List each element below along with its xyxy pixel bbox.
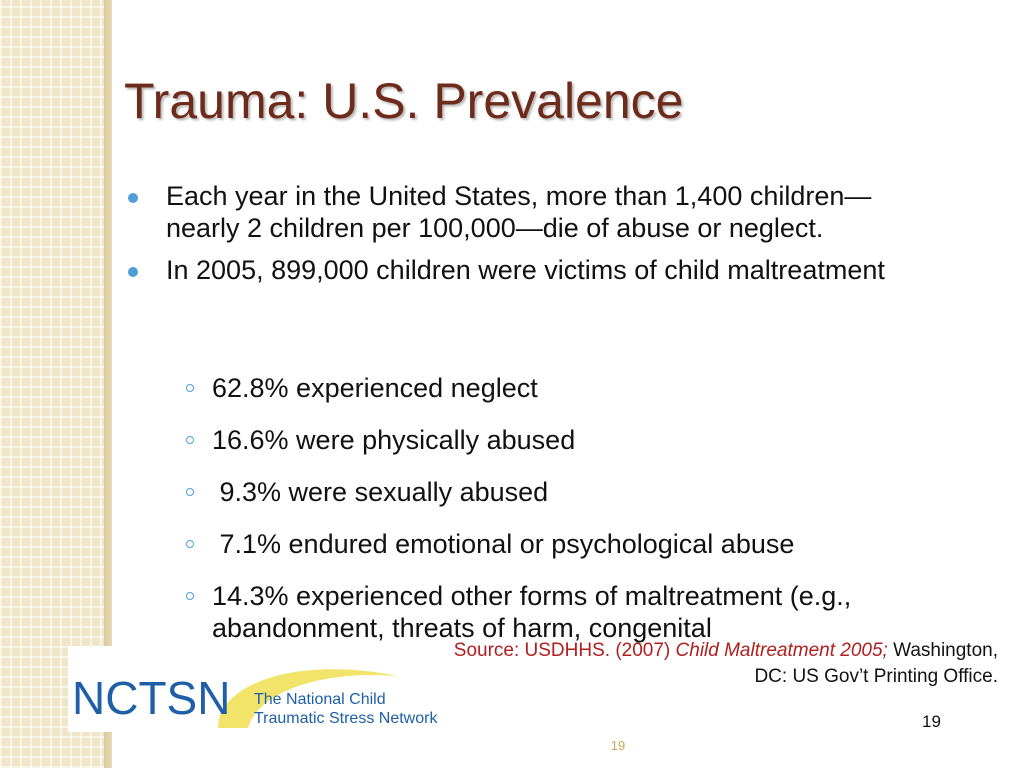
bullet-text: Each year in the United States, more tha… <box>166 181 872 243</box>
logo-acronym: NCTSN <box>72 672 230 724</box>
ring-bullet-icon <box>186 540 194 548</box>
ring-bullet-icon <box>186 592 194 600</box>
bullet-item: In 2005, 899,000 children were victims o… <box>126 254 906 286</box>
sub-bullet-text: 9.3% were sexually abused <box>212 477 549 507</box>
ring-bullet-icon <box>186 436 194 444</box>
decorative-strip-edge <box>104 0 112 768</box>
source-citation: Source: USDHHS. (2007) Child Maltreatmen… <box>438 638 998 690</box>
nctsn-logo: NCTSN The National Child Traumatic Stres… <box>72 669 438 728</box>
sub-bullet-item: 14.3% experienced other forms of maltrea… <box>184 580 974 644</box>
logo-line2: Traumatic Stress Network <box>254 710 438 727</box>
source-suffix: Washington, DC: US Gov’t Printing Office… <box>754 640 998 687</box>
sub-bullet-text: 7.1% endured emotional or psychological … <box>212 529 795 559</box>
sub-bullet-list: 62.8% experienced neglect 16.6% were phy… <box>184 372 974 664</box>
ring-bullet-icon <box>186 384 194 392</box>
logo-line1: The National Child <box>254 691 386 708</box>
sub-bullet-text: 16.6% were physically abused <box>212 425 576 455</box>
source-title: Child Maltreatment 2005; <box>675 640 888 661</box>
bullet-list: Each year in the United States, more tha… <box>126 180 906 296</box>
bullet-dot-icon <box>128 193 138 203</box>
footer-slide-number: 19 <box>610 738 626 753</box>
slide-number: 19 <box>922 712 941 731</box>
logo-swoosh-icon <box>218 669 398 728</box>
bullet-text: In 2005, 899,000 children were victims o… <box>166 255 885 285</box>
source-prefix: Source: USDHHS. (2007) <box>453 640 676 661</box>
bullet-dot-icon <box>128 267 138 277</box>
decorative-strip <box>0 0 112 768</box>
sub-bullet-item: 7.1% endured emotional or psychological … <box>184 528 974 560</box>
sub-bullet-item: 9.3% were sexually abused <box>184 476 974 508</box>
slide-title: Trauma: U.S. Prevalence <box>124 73 684 129</box>
sub-bullet-text: 14.3% experienced other forms of maltrea… <box>212 581 852 643</box>
sub-bullet-text: 62.8% experienced neglect <box>212 373 538 403</box>
sub-bullet-item: 16.6% were physically abused <box>184 424 974 456</box>
bullet-item: Each year in the United States, more tha… <box>126 180 906 244</box>
ring-bullet-icon <box>186 488 194 496</box>
sub-bullet-item: 62.8% experienced neglect <box>184 372 974 404</box>
